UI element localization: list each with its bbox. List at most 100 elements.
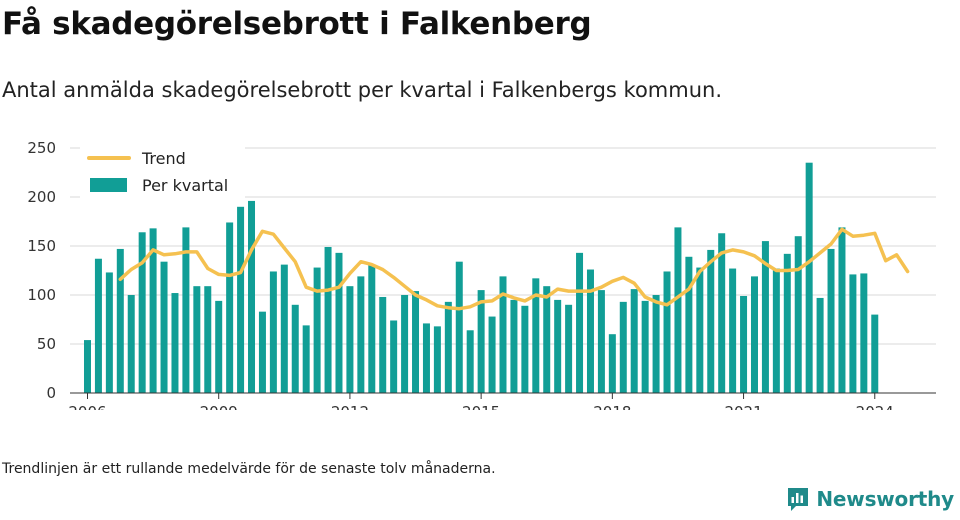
bar: [160, 261, 168, 393]
y-tick-label: 150: [27, 237, 56, 255]
bar: [182, 227, 190, 393]
x-tick-label: 2024: [856, 403, 894, 410]
bar: [860, 273, 868, 393]
bar: [685, 256, 693, 393]
bar: [422, 323, 430, 393]
axes: 0 50 100 150 200 250 2006 2009 2012 2015 2018 2021 2…: [27, 139, 936, 410]
y-tick-label: 0: [46, 384, 56, 402]
bar: [619, 301, 627, 393]
bar: [455, 261, 463, 393]
y-tick-label: 50: [37, 335, 56, 353]
bar: [608, 334, 616, 393]
bar: [576, 252, 584, 393]
bar: [127, 295, 135, 393]
bar: [510, 299, 518, 393]
legend-trend-label: Trend: [141, 149, 186, 168]
footnote: Trendlinjen är ett rullande medelvärde f…: [2, 461, 496, 477]
bar: [204, 286, 212, 393]
bar: [729, 268, 737, 393]
trend-line: [118, 227, 910, 311]
x-tick-label: 2015: [462, 403, 500, 410]
bar: [761, 241, 769, 393]
bar: [248, 200, 256, 393]
bar: [597, 290, 605, 393]
bar: [849, 274, 857, 393]
bar: [433, 326, 441, 393]
bar: [390, 320, 398, 393]
bar: [740, 295, 748, 393]
bars: [83, 162, 879, 393]
bar: [663, 271, 671, 393]
bar: [838, 227, 846, 393]
bar: [324, 246, 332, 393]
bar: [543, 286, 551, 393]
bar: [269, 271, 277, 393]
bar: [149, 228, 157, 393]
bar: [532, 278, 540, 393]
bar: [444, 301, 452, 393]
chart-subtitle: Antal anmälda skadegörelsebrott per kvar…: [2, 78, 723, 102]
bar: [466, 330, 474, 393]
bar: [357, 276, 365, 393]
bar-chart: 0 50 100 150 200 250 2006 2009 2012 2015 2018 2021 2…: [27, 139, 936, 410]
bar: [499, 276, 507, 393]
chart-title: Få skadegörelsebrott i Falkenberg: [2, 6, 592, 42]
bar: [488, 316, 496, 393]
trend-line-layer: [118, 227, 910, 311]
bar: [816, 297, 824, 393]
bar: [652, 295, 660, 393]
bar: [630, 289, 638, 393]
bar: [302, 325, 310, 393]
bar: [707, 249, 715, 393]
bar: [718, 233, 726, 393]
bar: [171, 293, 179, 393]
bar: [94, 258, 102, 393]
bar: [258, 311, 266, 393]
bar: [805, 162, 813, 393]
bar: [827, 248, 835, 393]
bar: [313, 267, 321, 393]
bar: [368, 264, 376, 393]
x-tick-label: 2009: [200, 403, 238, 410]
bar: [696, 267, 704, 393]
bar: [291, 304, 299, 393]
bar: [586, 269, 594, 393]
bar: [772, 268, 780, 393]
bar: [215, 300, 223, 393]
x-tick-label: 2006: [68, 403, 106, 410]
bar: [379, 296, 387, 393]
legend: Trend Per kvartal: [80, 144, 245, 204]
bar: [871, 314, 879, 393]
bar: [521, 305, 529, 393]
bar: [237, 206, 245, 393]
legend-bars-swatch: [90, 178, 127, 192]
bar: [138, 232, 146, 393]
bar: [783, 253, 791, 393]
bar: [554, 299, 562, 393]
bar: [335, 252, 343, 393]
bar: [346, 286, 354, 393]
brand-name: Newsworthy: [816, 487, 954, 511]
bar: [565, 304, 573, 393]
bar: [105, 272, 113, 393]
y-tick-label: 250: [27, 139, 56, 157]
bar: [750, 276, 758, 393]
newsworthy-logo-icon: [788, 488, 809, 511]
bar: [280, 264, 288, 393]
y-tick-label: 200: [27, 188, 56, 206]
bar: [412, 291, 420, 393]
bar: [116, 248, 124, 393]
newsworthy-brand: Newsworthy: [786, 486, 954, 512]
x-tick-label: 2021: [724, 403, 762, 410]
bar: [641, 300, 649, 393]
bar: [794, 236, 802, 393]
legend-background: [80, 144, 245, 204]
legend-bars-label: Per kvartal: [142, 176, 228, 195]
y-tick-label: 100: [27, 286, 56, 304]
bar: [401, 295, 409, 393]
bar: [226, 222, 234, 393]
bar: [193, 286, 201, 393]
x-tick-label: 2018: [593, 403, 631, 410]
bar: [674, 227, 682, 393]
bar: [83, 340, 91, 393]
